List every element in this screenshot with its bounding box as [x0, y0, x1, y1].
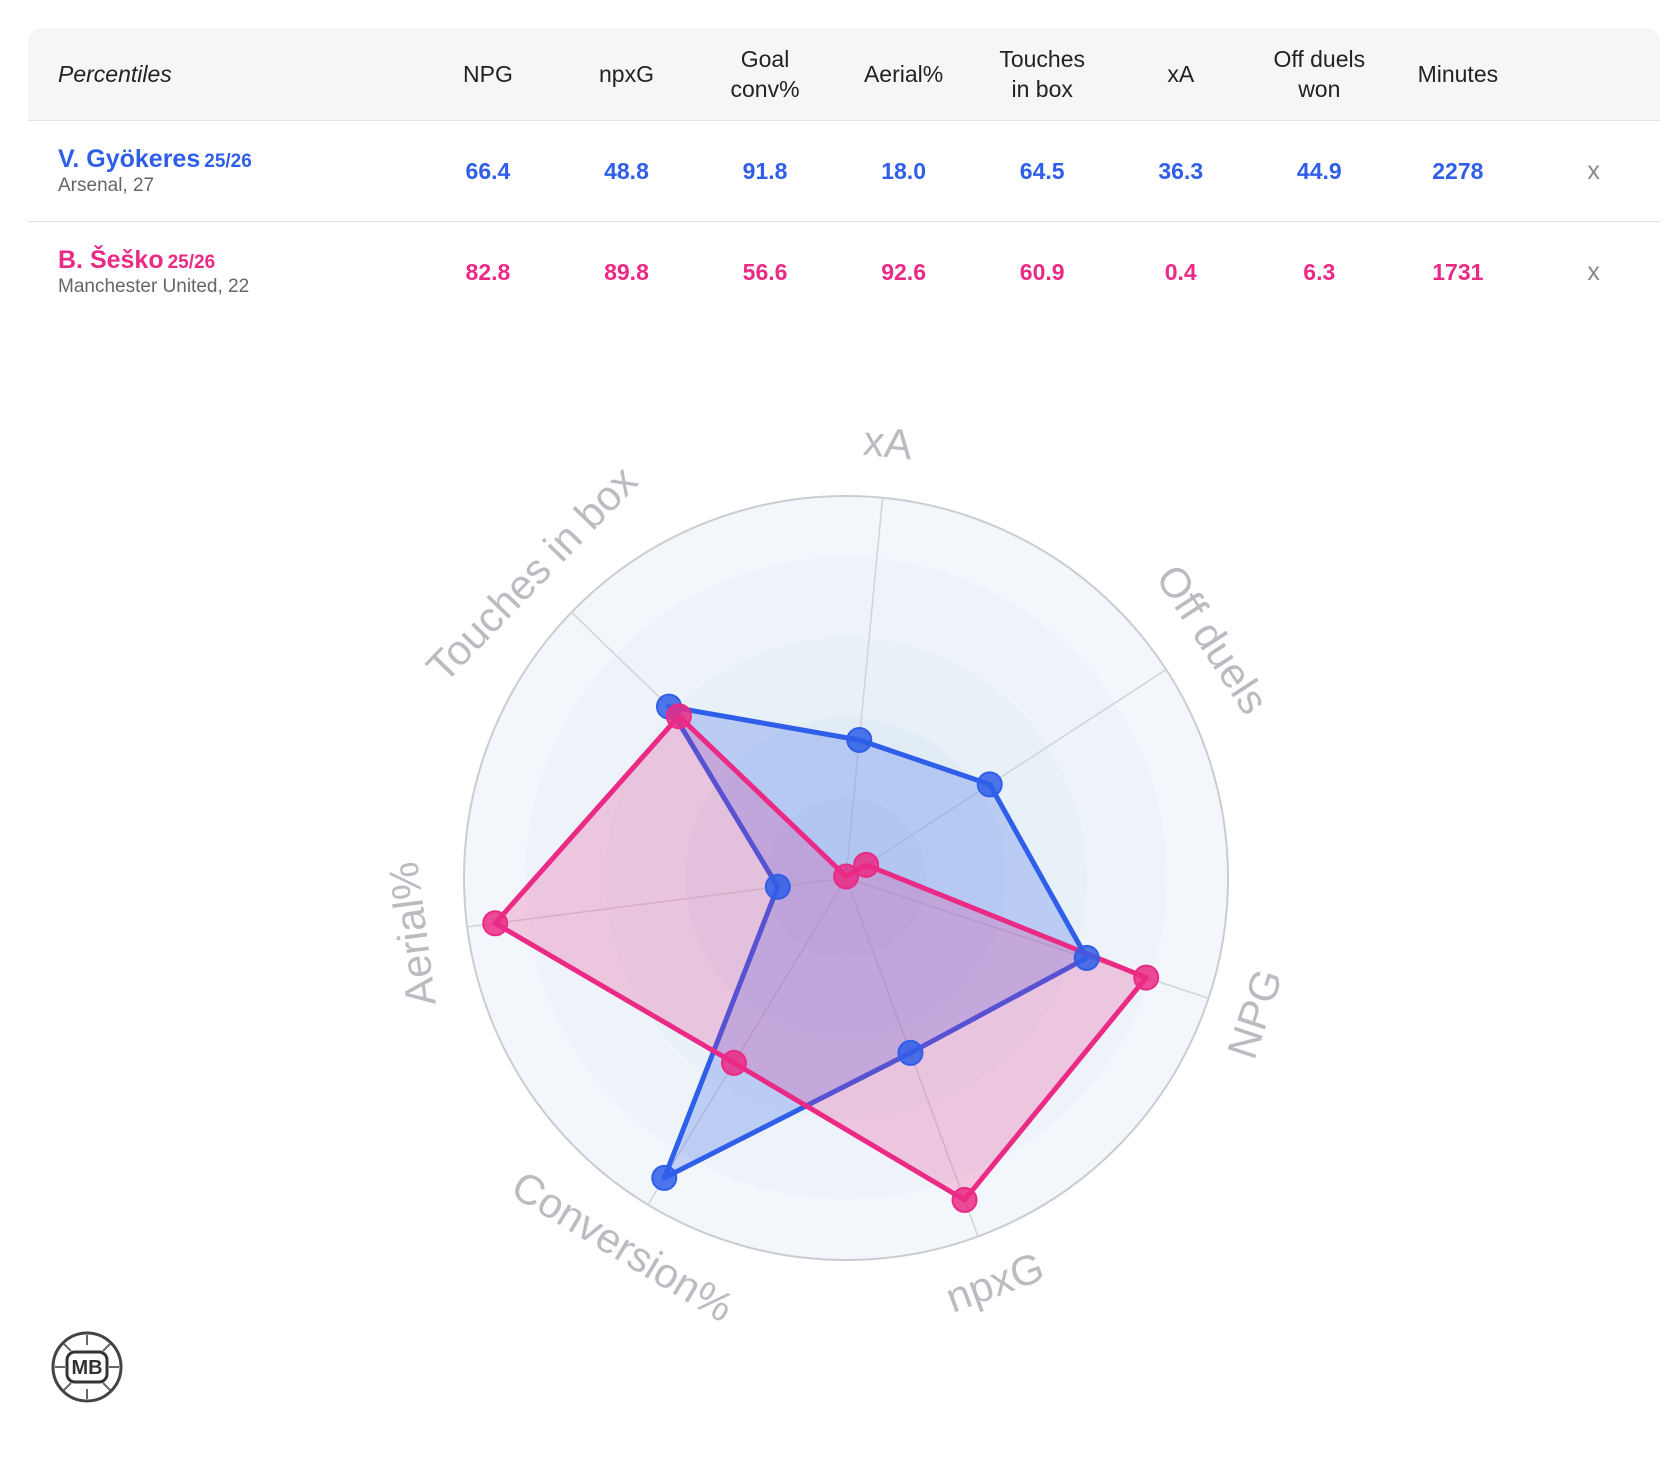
- value-xa: 0.4: [1164, 258, 1197, 285]
- series-polygon: [661, 704, 1090, 1181]
- value-touches-in-box: 60.9: [1019, 258, 1065, 285]
- player-name[interactable]: V. Gyökeres: [58, 145, 201, 173]
- radar-spoke: [647, 877, 847, 1206]
- header-npg: NPG: [463, 61, 513, 87]
- data-point: [853, 851, 880, 878]
- data-point: [764, 873, 791, 900]
- radar-spoke: [845, 497, 884, 879]
- player-name[interactable]: B. Šeško: [58, 246, 164, 274]
- value-npxg: 48.8: [604, 157, 649, 184]
- value-minutes: 2278: [1432, 157, 1484, 184]
- data-point: [976, 771, 1003, 798]
- value-xa: 36.3: [1158, 157, 1204, 184]
- mb-logo: MB: [50, 1330, 124, 1404]
- header-touches-in-box: Touches in box: [999, 46, 1085, 102]
- value-npxg: 89.8: [604, 258, 649, 285]
- table-row: B. Šeško 25/26 Manchester United, 22 82.8…: [28, 222, 1660, 322]
- data-point: [720, 1049, 747, 1076]
- value-off-duels-won: 44.9: [1296, 157, 1342, 184]
- header-off-duels-won: Off duels won: [1273, 46, 1366, 102]
- header-minutes: Minutes: [1417, 61, 1499, 87]
- value-goal-conv: 91.8: [742, 157, 788, 184]
- data-point: [846, 726, 873, 753]
- player-team: Arsenal, 27: [58, 175, 155, 196]
- remove-player-button[interactable]: x: [1587, 257, 1600, 286]
- player-cell: B. Šeško 25/26 Manchester United, 22: [28, 246, 419, 298]
- data-point: [833, 863, 860, 890]
- radar-outer-ring: [463, 495, 1229, 1261]
- value-minutes: 1731: [1432, 258, 1484, 285]
- value-npg: 66.4: [465, 157, 511, 184]
- axis-label: NPG: [1218, 963, 1291, 1064]
- data-point: [1133, 964, 1160, 991]
- remove-player-button[interactable]: x: [1587, 156, 1600, 185]
- table-header: Percentiles NPG npxG Goal conv% Aerial% …: [28, 28, 1660, 121]
- data-point: [651, 1164, 678, 1191]
- player-team: Manchester United, 22: [58, 276, 250, 297]
- axis-label: xA: [861, 417, 914, 468]
- axis-label: Aerial%: [380, 859, 445, 1009]
- value-aerial: 92.6: [881, 258, 926, 285]
- header-npxg: npxG: [598, 61, 654, 87]
- value-off-duels-won: 6.3: [1303, 258, 1336, 285]
- series-polygon: [492, 713, 1149, 1203]
- value-touches-in-box: 64.5: [1019, 157, 1065, 184]
- data-point: [951, 1186, 978, 1213]
- header-aerial: Aerial%: [863, 61, 944, 87]
- data-point: [897, 1039, 924, 1066]
- table-row: V. Gyökeres 25/26 Arsenal, 27 66.4 48.8 9…: [28, 121, 1660, 222]
- axis-label: npxG: [940, 1243, 1050, 1322]
- header-xa: xA: [1167, 61, 1195, 87]
- player-cell: V. Gyökeres 25/26 Arsenal, 27: [28, 145, 419, 197]
- header-percentiles: Percentiles: [58, 60, 172, 87]
- value-aerial: 18.0: [881, 157, 926, 184]
- value-npg: 82.8: [465, 258, 511, 285]
- percentile-table: Percentiles NPG npxG Goal conv% Aerial% …: [28, 28, 1660, 322]
- data-point: [665, 703, 692, 730]
- logo-text: MB: [71, 1357, 102, 1379]
- value-goal-conv: 56.6: [742, 258, 788, 285]
- player-season: 25/26: [204, 151, 252, 172]
- data-point: [1073, 944, 1100, 971]
- player-season: 25/26: [167, 252, 216, 273]
- radar-spoke: [845, 668, 1167, 879]
- logo-badge-icon: MB: [51, 1331, 123, 1403]
- header-goal-conv: Goal conv%: [730, 46, 800, 102]
- data-point: [482, 910, 509, 937]
